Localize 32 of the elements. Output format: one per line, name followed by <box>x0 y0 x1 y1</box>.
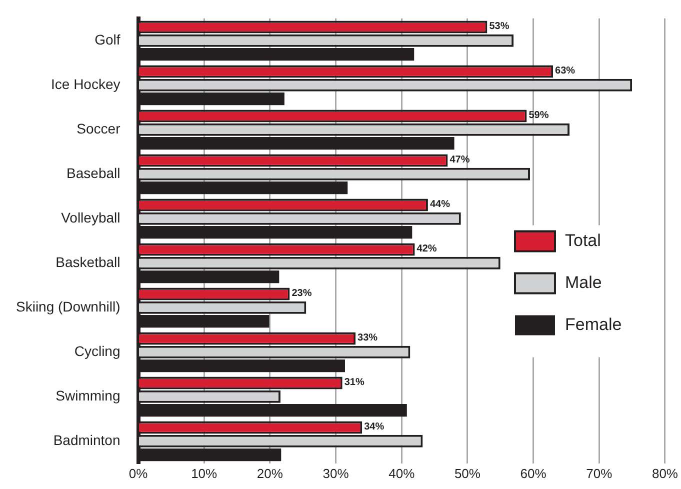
x-tick-label: 0% <box>128 466 148 481</box>
y-tick-label: Baseball <box>66 165 120 182</box>
y-tick-label: Ice Hockey <box>51 76 120 92</box>
data-label: 63% <box>555 65 576 76</box>
data-label: 42% <box>416 243 437 254</box>
x-tick-label: 60% <box>520 466 547 481</box>
data-label: 33% <box>358 332 378 344</box>
data-label: 34% <box>364 421 384 432</box>
x-tick-label: 10% <box>191 466 218 481</box>
x-tick-label: 80% <box>652 466 678 481</box>
x-tick-label: 20% <box>256 466 284 481</box>
x-tick-label: 30% <box>322 466 350 481</box>
y-tick-label: Basketball <box>56 254 120 270</box>
data-label: 31% <box>344 376 364 388</box>
y-tick-label: Badminton <box>53 432 120 448</box>
data-label: 47% <box>450 154 470 166</box>
x-tick-label: 50% <box>454 466 481 481</box>
legend-label: Female <box>564 314 622 334</box>
data-label: 44% <box>430 198 450 210</box>
y-tick-label: Cycling <box>74 343 120 360</box>
x-tick-label: 70% <box>586 466 613 481</box>
y-tick-label: Skiing (Downhill) <box>16 298 120 315</box>
data-label: 59% <box>528 110 549 121</box>
x-tick-label: 40% <box>388 466 416 481</box>
data-label: 53% <box>489 20 510 32</box>
legend-label: Total <box>564 230 601 250</box>
y-tick-label: Soccer <box>76 120 121 137</box>
y-tick-label: Volleyball <box>61 210 120 226</box>
legend-label: Male <box>564 272 602 292</box>
y-tick-label: Golf <box>94 32 120 48</box>
y-tick-label: Swimming <box>56 388 120 404</box>
data-label: 23% <box>292 288 312 299</box>
